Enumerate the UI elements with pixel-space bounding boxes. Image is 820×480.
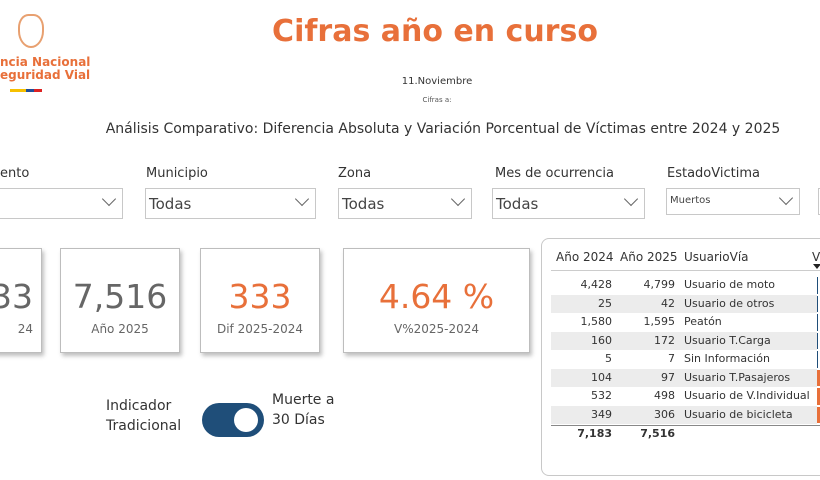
header-rule: [551, 270, 820, 271]
logo-text: ncia Nacional eguridad Vial: [0, 56, 90, 82]
cell: Peatón: [684, 315, 722, 328]
filter-label: Mes de ocurrencia: [495, 166, 614, 181]
chevron: [101, 191, 117, 207]
cell: 5: [605, 352, 612, 365]
logo-line: eguridad Vial: [0, 68, 91, 82]
cell: 104: [591, 370, 612, 384]
cell: 306: [654, 407, 675, 421]
subtitle: Análisis Comparativo: Diferencia Absolut…: [105, 121, 781, 137]
kpi-value: 33: [0, 277, 33, 316]
filter-label: EstadoVictima: [667, 166, 760, 181]
dropdown[interactable]: Todas: [492, 188, 645, 219]
column-header: UsuarioVía: [684, 250, 749, 264]
dropdown[interactable]: Todas: [145, 188, 316, 219]
cell: 160: [591, 333, 612, 347]
row-bg: [551, 331, 817, 350]
cell: Sin Información: [684, 352, 770, 365]
cell: 4,428: [580, 278, 613, 291]
cut-bar: [817, 351, 818, 368]
label-line: 30 Días: [272, 412, 325, 428]
cell: Usuario de otros: [684, 296, 775, 310]
cell: 25: [598, 296, 612, 310]
kpi-value: 333: [228, 277, 292, 316]
dropdown[interactable]: [818, 188, 820, 215]
dropdown-value: Todas: [149, 195, 192, 213]
cell: 7: [668, 352, 675, 365]
cell: 42: [661, 296, 675, 310]
kpi-value: 7,516: [72, 277, 168, 316]
date-caption: Cifras a:: [422, 96, 452, 104]
cell: Usuario T.Pasajeros: [684, 370, 791, 384]
logo-flag: [10, 89, 42, 92]
cell: 97: [661, 370, 675, 384]
label-line: Indicador: [106, 398, 172, 414]
toggle-switch[interactable]: [202, 403, 264, 437]
logo-emblem: [18, 14, 44, 48]
date: 11.Noviembre: [401, 76, 473, 87]
logo-line: ncia Nacional: [0, 55, 91, 69]
cell: 349: [591, 407, 612, 421]
dropdown[interactable]: Muertos: [666, 188, 800, 215]
kpi-label: Dif 2025-2024: [216, 322, 304, 336]
label-line: Tradicional: [106, 418, 182, 434]
kpi-card: 33 24: [0, 248, 42, 353]
row-bg: [551, 405, 817, 424]
filter-label: Zona: [338, 166, 372, 181]
kpi-label: 24: [17, 322, 33, 336]
chevron: [294, 191, 310, 207]
kpi-card: 7,516 Año 2025: [60, 248, 180, 353]
toggle-left-label: Indicador Tradicional: [106, 396, 181, 436]
cell: 498: [654, 389, 675, 402]
kpi-label: V%2025-2024: [393, 322, 480, 336]
cell: 1,580: [580, 315, 613, 328]
dropdown-value: Todas: [342, 195, 385, 213]
cut-bar: [817, 314, 818, 331]
cell: Usuario de bicicleta: [684, 407, 793, 421]
chevron: [450, 191, 466, 207]
table-panel: [541, 238, 820, 476]
cell: Usuario T.Carga: [684, 333, 771, 347]
total-cell: 7,516: [640, 427, 675, 440]
cell: Usuario de V.Individual: [684, 389, 810, 402]
label-line: Muerte a: [272, 392, 335, 408]
cut-bar: [817, 406, 820, 423]
row-bg: [551, 294, 817, 313]
cell: 4,799: [643, 278, 676, 291]
chevron: [778, 190, 794, 206]
kpi-card: 333 Dif 2025-2024: [200, 248, 320, 353]
total-cell: 7,183: [577, 427, 612, 440]
cut-bar: [817, 369, 820, 386]
column-header: Año 2024: [556, 250, 614, 264]
filter-label: Municipio: [146, 166, 208, 181]
column-header: V: [812, 250, 820, 264]
dropdown[interactable]: [0, 188, 123, 219]
column-header: Año 2025: [620, 250, 678, 264]
cell: Usuario de moto: [684, 278, 776, 291]
filter-label: ento: [0, 166, 30, 181]
kpi-value: 4.64 %: [378, 277, 495, 316]
sort-arrow: [813, 264, 820, 269]
dropdown-value: Muertos: [670, 195, 711, 206]
kpi-label: Año 2025: [91, 322, 149, 336]
toggle-right-label: Muerte a 30 Días: [272, 390, 334, 430]
cut-bar: [817, 332, 818, 349]
cut-bar: [817, 388, 820, 405]
toggle-knob: [234, 408, 258, 432]
cell: 1,595: [643, 315, 676, 328]
total-rule: [551, 425, 820, 426]
kpi-card: 4.64 % V%2025-2024: [343, 248, 530, 353]
cut-bar: [817, 295, 818, 312]
cell: 532: [591, 389, 612, 402]
cell: 172: [654, 333, 675, 347]
dropdown[interactable]: Todas: [338, 188, 472, 219]
title: Cifras año en curso: [272, 14, 598, 49]
chevron: [623, 191, 639, 207]
row-bg: [551, 368, 817, 387]
cut-bar: [817, 277, 818, 294]
dropdown-value: Todas: [496, 195, 539, 213]
